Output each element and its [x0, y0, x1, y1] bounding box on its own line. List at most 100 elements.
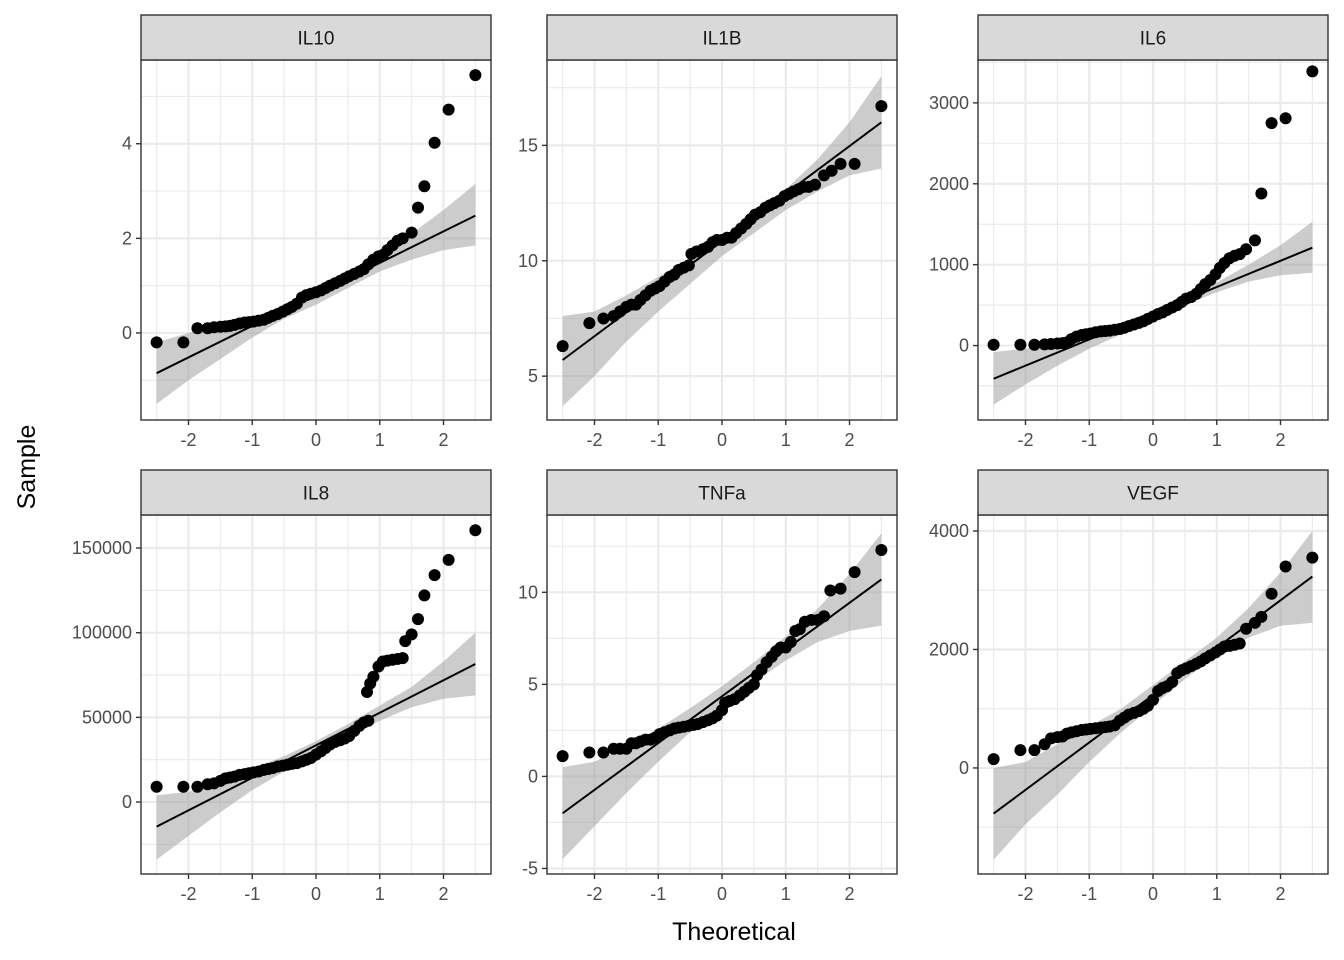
x-axis-title: Theoretical [672, 918, 796, 946]
x-tick-label: 1 [375, 430, 385, 450]
data-point [177, 780, 190, 793]
plot-layer [150, 524, 482, 860]
x-tick-label: -2 [586, 884, 602, 904]
data-point [987, 753, 1000, 766]
panel-tnfa: TNFa -2 -1 0 1 2 -5 0 5 10 [518, 469, 898, 904]
facet-strip [140, 469, 492, 516]
y-tick-label: 4000 [929, 521, 969, 541]
data-point [362, 714, 375, 727]
gridlines [547, 515, 897, 874]
x-tick-label: 1 [781, 430, 791, 450]
x-tick-label: 2 [438, 884, 448, 904]
plot-layer [556, 76, 888, 407]
data-point [809, 178, 822, 191]
data-point [834, 157, 847, 170]
data-point [1166, 676, 1179, 689]
data-point [418, 589, 431, 602]
data-point [1255, 187, 1268, 200]
y-tick-label: 0 [122, 323, 132, 343]
x-tick-label: 2 [1275, 884, 1285, 904]
data-point [412, 201, 425, 214]
panel-il8: IL8 -2 -1 0 1 2 0 50000 100000 150000 [72, 469, 492, 904]
data-point [848, 157, 861, 170]
data-point [191, 780, 204, 793]
y-tick-label: 15 [518, 135, 538, 155]
x-tick-label: 0 [1148, 884, 1158, 904]
data-point [396, 652, 409, 665]
data-point [469, 524, 482, 537]
x-tick-label: 0 [1148, 430, 1158, 450]
data-point [150, 780, 163, 793]
plot-layer [556, 533, 888, 860]
y-tick-label: 150000 [72, 538, 132, 558]
y-tick-label: 0 [122, 792, 132, 812]
x-tick-label: -1 [1081, 430, 1097, 450]
x-tick-label: -2 [586, 430, 602, 450]
facet-strip [977, 469, 1329, 516]
x-tick-label: -2 [180, 430, 196, 450]
panel-vegf: VEGF -2 -1 0 1 2 0 2000 4000 [929, 469, 1329, 904]
data-point [367, 670, 380, 683]
data-point [875, 543, 888, 556]
data-point [1279, 112, 1292, 125]
x-tick-label: -2 [1017, 884, 1033, 904]
data-point [583, 317, 596, 330]
x-tick-label: -1 [244, 430, 260, 450]
data-point [556, 750, 569, 763]
y-tick-label: 0 [959, 758, 969, 778]
facet-strip [546, 469, 898, 516]
data-point [848, 566, 861, 579]
facet-strip [546, 14, 898, 61]
plot-layer [150, 69, 482, 404]
data-point [428, 136, 441, 149]
data-point [150, 336, 163, 349]
y-tick-label: 0 [959, 336, 969, 356]
data-point [1249, 234, 1262, 247]
data-point [1233, 637, 1246, 650]
reference-line [156, 663, 476, 828]
data-point [747, 678, 760, 691]
y-axis-title: Sample [13, 425, 41, 510]
data-point [412, 613, 425, 626]
y-tick-label: 4 [122, 134, 132, 154]
facet-strip-label: IL1B [702, 29, 741, 50]
x-tick-label: -1 [650, 430, 666, 450]
panel-il6: IL6 -2 -1 0 1 2 0 1000 2000 3000 [929, 14, 1329, 450]
data-point [191, 322, 204, 335]
x-tick-label: -1 [1081, 884, 1097, 904]
data-point [825, 164, 838, 177]
data-point [428, 569, 441, 582]
x-tick-label: 1 [1212, 430, 1222, 450]
facet-strip-label: VEGF [1127, 484, 1179, 505]
data-point [818, 610, 831, 623]
data-point [442, 553, 455, 566]
data-point [1028, 744, 1041, 757]
x-tick-label: 0 [311, 884, 321, 904]
y-tick-label: 100000 [72, 623, 132, 643]
data-point [418, 180, 431, 193]
y-tick-label: 2 [122, 228, 132, 248]
data-point [1147, 693, 1159, 706]
data-point [442, 103, 455, 116]
data-point [1306, 65, 1319, 78]
y-tick-label: 2000 [929, 639, 969, 659]
y-tick-label: 5 [528, 674, 538, 694]
facet-strip [140, 14, 492, 61]
data-point [1265, 587, 1278, 600]
data-point [682, 259, 695, 272]
x-tick-label: 1 [375, 884, 385, 904]
x-tick-label: 2 [438, 430, 448, 450]
data-point [784, 636, 797, 649]
x-tick-label: 2 [844, 884, 854, 904]
x-tick-label: -2 [180, 884, 196, 904]
x-tick-label: 2 [1275, 430, 1285, 450]
data-point [177, 336, 190, 349]
x-tick-label: -1 [650, 884, 666, 904]
data-point [597, 312, 610, 325]
facet-strip-label: IL6 [1140, 29, 1166, 50]
x-tick-label: 1 [1212, 884, 1222, 904]
y-tick-label: 10 [518, 251, 538, 271]
y-tick-label: 3000 [929, 93, 969, 113]
